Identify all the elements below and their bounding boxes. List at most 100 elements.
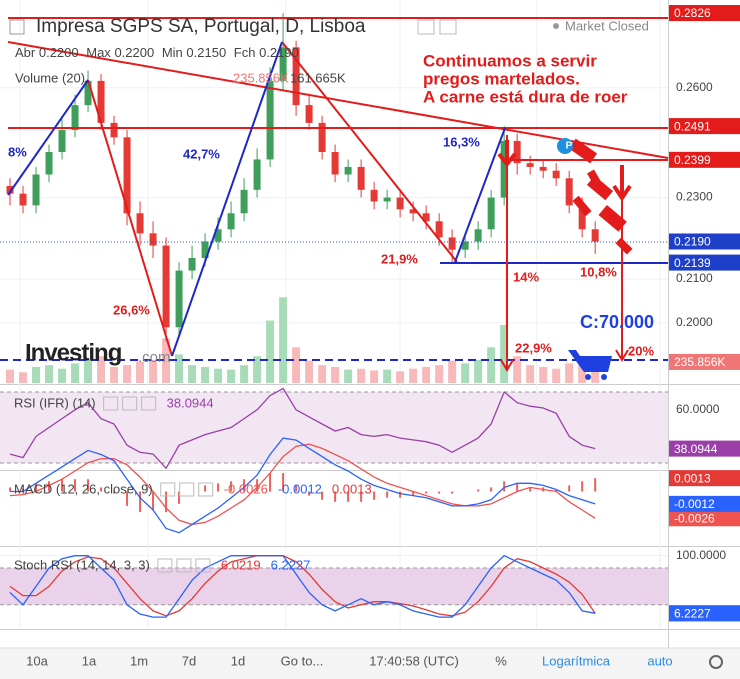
candle-body <box>448 237 456 250</box>
volume-legend-value: 235.856K <box>233 70 289 85</box>
close-icon[interactable] <box>195 558 211 573</box>
price-label: 6.2227 <box>674 606 711 620</box>
logo-suffix: .com <box>138 349 171 366</box>
candle-body <box>71 105 79 131</box>
note-line: pregos martelados. <box>423 69 580 88</box>
range-button[interactable]: 7d <box>182 653 196 668</box>
indicator-title: Stoch RSI (14, 14, 3, 3) <box>14 557 150 572</box>
auto-button[interactable]: auto <box>647 653 672 668</box>
volume-bar <box>292 347 301 383</box>
candle-body <box>474 229 482 242</box>
histogram-bar <box>516 483 519 492</box>
close-icon[interactable] <box>198 482 214 497</box>
candle-body <box>357 166 365 190</box>
candle-body <box>97 80 105 123</box>
range-button[interactable]: 1d <box>231 653 245 668</box>
volume-bar <box>487 347 496 383</box>
settings-icon[interactable] <box>176 558 192 573</box>
percent-button[interactable]: % <box>495 653 507 668</box>
volume-bar <box>344 369 353 383</box>
arrow-head <box>500 359 514 372</box>
histogram-bar <box>581 481 584 492</box>
volume-bar <box>149 359 158 383</box>
range-button[interactable]: 1a <box>82 653 97 668</box>
histogram-bar <box>347 491 350 502</box>
candle-body <box>19 193 27 206</box>
trend-line <box>281 41 458 263</box>
status-dot <box>553 23 559 29</box>
histogram-bar <box>308 491 311 496</box>
histogram-bar <box>48 481 51 492</box>
candle-body <box>279 47 287 81</box>
target-label: C:70.000 <box>580 312 654 332</box>
settings-button[interactable] <box>709 655 723 669</box>
volume-bar <box>32 366 41 383</box>
price-label-box <box>669 151 740 168</box>
volume-bar <box>84 359 93 383</box>
price-label: -0.0026 <box>674 511 715 525</box>
indicator-value: 6.0219 <box>221 557 261 572</box>
candle-body <box>565 178 573 206</box>
settings-icon[interactable] <box>179 482 195 497</box>
candle-body <box>58 130 66 153</box>
arrow-head <box>615 349 629 362</box>
eye-icon[interactable] <box>160 482 176 497</box>
histogram-bar <box>230 481 233 492</box>
note-line: Continuamos a servir <box>423 51 597 70</box>
range-button[interactable]: 1m <box>130 653 148 668</box>
histogram-bar <box>152 491 155 511</box>
candle-body <box>136 213 144 234</box>
eye-icon[interactable] <box>417 19 435 35</box>
volume-legend-title: Volume (20) <box>15 70 85 85</box>
price-label-box <box>669 440 740 457</box>
volume-bar <box>201 366 210 383</box>
range-button[interactable]: 10a <box>26 653 48 668</box>
price-label-box <box>669 233 740 250</box>
percent-label: 20% <box>628 343 654 358</box>
volume-bar <box>500 324 509 383</box>
price-label: 0.2399 <box>674 153 711 167</box>
log-button[interactable]: Logarítmica <box>542 653 611 668</box>
candle-body <box>110 122 118 138</box>
eye-icon[interactable] <box>157 558 173 573</box>
histogram-bar <box>438 491 441 494</box>
close-icon[interactable] <box>141 396 157 411</box>
volume-bar <box>58 368 67 383</box>
volume-legend-value: 161.665K <box>290 70 346 85</box>
volume-bar <box>578 360 587 383</box>
histogram-bar <box>451 491 454 494</box>
volume-bar <box>214 368 223 383</box>
drawings <box>0 17 668 380</box>
note-line: A carne está dura de roer <box>423 87 628 106</box>
price-label: 0.2826 <box>674 6 711 20</box>
settings-icon[interactable] <box>122 396 138 411</box>
goto-button[interactable]: Go to... <box>281 653 324 668</box>
candle-body <box>162 245 170 328</box>
candle-body <box>201 241 209 258</box>
y-tick-label: 0.2300 <box>676 190 713 204</box>
indicator-value: -0.0012 <box>278 481 322 496</box>
indicator-line <box>9 555 596 617</box>
indicator-line <box>9 443 596 526</box>
histogram-bar <box>256 479 259 492</box>
level-band <box>0 392 668 463</box>
histogram-bar <box>399 491 402 498</box>
settings-icon[interactable] <box>439 19 457 35</box>
indicator-line <box>10 437 596 534</box>
volume-bar <box>266 320 275 383</box>
histogram-bar <box>490 487 493 492</box>
indicator-line <box>9 387 596 470</box>
candle-body <box>123 137 131 214</box>
symbol-icon <box>9 19 25 35</box>
percent-label: 16,3% <box>443 134 480 149</box>
trend-line <box>7 41 668 159</box>
histogram-bar <box>217 483 220 492</box>
level-band <box>0 567 668 605</box>
candle-body <box>409 209 417 214</box>
candle-body <box>227 213 235 230</box>
candle-body <box>513 140 521 164</box>
candle-body <box>383 197 391 202</box>
histogram-bar <box>61 479 64 492</box>
eye-icon[interactable] <box>103 396 119 411</box>
